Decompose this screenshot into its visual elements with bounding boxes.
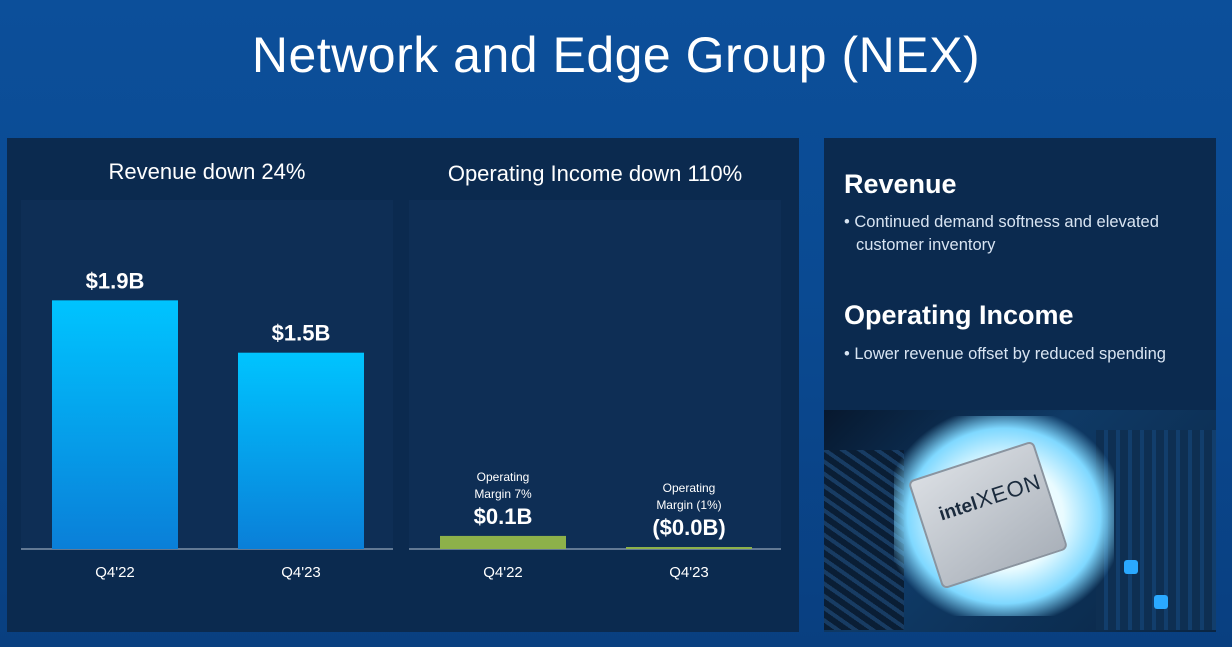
operating-income-margin-annotation: Operating	[663, 481, 716, 495]
board-light	[1154, 595, 1168, 609]
chip-logo-intel: intel	[936, 493, 981, 526]
revenue-category-label: Q4'23	[281, 564, 321, 581]
revenue-heading: Revenue	[844, 169, 957, 199]
operating-income-margin-annotation: Operating	[477, 470, 530, 484]
operating-income-chart-area	[409, 200, 781, 548]
revenue-chart-title: Revenue down 24%	[108, 159, 306, 184]
board-light	[1124, 560, 1138, 574]
operating-income-category-label: Q4'23	[669, 564, 709, 581]
operating-income-category-label: Q4'22	[483, 564, 523, 581]
charts-panel: Revenue down 24% Operating Income down 1…	[7, 138, 799, 632]
operating-income-margin-annotation: Margin 7%	[474, 487, 532, 501]
operating-income-data-label: $0.1B	[474, 504, 533, 529]
operating-income-bar	[440, 535, 566, 549]
operating-income-margin-annotation: Margin (1%)	[656, 498, 721, 512]
revenue-bullet: • Continued demand softness and elevated…	[844, 213, 1159, 254]
page-title: Network and Edge Group (NEX)	[251, 27, 981, 83]
chip-logo-xeon: XEON	[973, 468, 1045, 514]
operating-income-bar	[626, 547, 752, 549]
revenue-category-label: Q4'22	[95, 564, 135, 581]
revenue-data-label: $1.9B	[86, 268, 145, 293]
operating-income-chart-title: Operating Income down 110%	[447, 161, 743, 186]
summary-panel: Revenue • Continued demand softness and …	[824, 138, 1216, 632]
operating-income-data-label: ($0.0B)	[652, 515, 725, 540]
xeon-processor-photo: intel XEON	[824, 410, 1216, 632]
heatsink-graphic	[824, 450, 904, 630]
revenue-bar	[52, 300, 178, 549]
operating-income-heading: Operating Income	[844, 300, 1074, 330]
revenue-bar	[238, 352, 364, 549]
bar-charts: $1.9B Q4'22 $1.5B Q4'23 $0.1B Operating Margin…	[21, 268, 781, 581]
operating-income-bullet: • Lower revenue offset by reduced spendi…	[844, 345, 1166, 363]
revenue-data-label: $1.5B	[272, 321, 331, 346]
